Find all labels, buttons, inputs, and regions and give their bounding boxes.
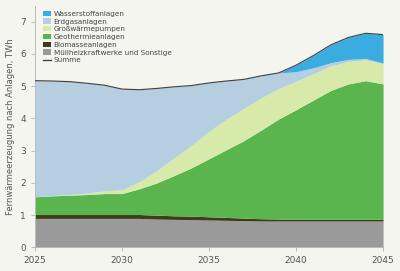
Legend: Wasserstoffanlagen, Erdgasanlagen, Großwärmepumpen, Geothermieanlagen, Biomassea: Wasserstoffanlagen, Erdgasanlagen, Großw… <box>42 9 173 65</box>
Y-axis label: Fernwärmeerzeugung nach Anlagen, TWh: Fernwärmeerzeugung nach Anlagen, TWh <box>6 38 14 215</box>
